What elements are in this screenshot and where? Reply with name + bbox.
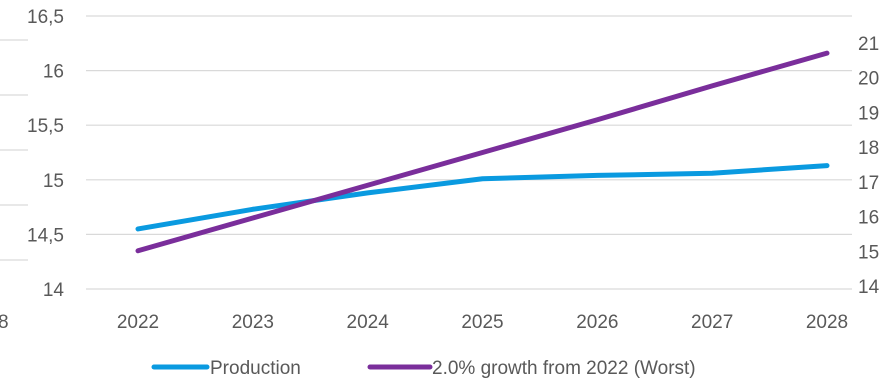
legend: Production 2.0% growth from 2022 (Worst): [151, 358, 696, 379]
partial-left-panel: 8: [0, 39, 28, 333]
x-tick-label: 2024: [347, 312, 390, 333]
y-left-tick-label: 15,5: [27, 116, 64, 137]
y-left-tick-label: 16,5: [27, 7, 64, 28]
x-tick-label: 2026: [576, 312, 618, 333]
series-layer: [135, 50, 830, 254]
x-tick-label: 2022: [117, 312, 159, 333]
y-right-tick-label: 18: [858, 138, 879, 159]
y-left-tick-label: 15: [43, 171, 64, 192]
y-right-tick-label: 20: [858, 69, 879, 90]
legend-production-label: Production: [210, 358, 301, 379]
y-right-tick-label: 17: [858, 173, 879, 194]
partial-left-tick-label: 8: [0, 312, 9, 333]
x-tick-label: 2025: [461, 312, 503, 333]
right-axis-ticks: 14 15 16 17 18 19 20 21: [858, 34, 879, 298]
grid-layer: [86, 15, 852, 290]
y-right-tick-label: 15: [858, 242, 879, 263]
y-right-tick-label: 16: [858, 208, 879, 229]
legend-growth-label: 2.0% growth from 2022 (Worst): [432, 358, 696, 379]
y-right-tick-label: 19: [858, 103, 879, 124]
x-axis-ticks: 2022 2023 2024 2025 2026 2027 2028: [117, 312, 848, 333]
y-left-tick-label: 14,5: [27, 225, 64, 246]
y-right-tick-label: 21: [858, 34, 879, 55]
left-axis-ticks: 14 14,5 15 15,5 16 16,5: [27, 7, 64, 301]
x-tick-label: 2028: [806, 312, 848, 333]
y-right-tick-label: 14: [858, 277, 879, 298]
x-tick-label: 2027: [691, 312, 733, 333]
growth-series-line: [135, 50, 830, 254]
y-left-tick-label: 14: [43, 280, 65, 301]
y-left-tick-label: 16: [43, 62, 64, 83]
x-tick-label: 2023: [232, 312, 274, 333]
